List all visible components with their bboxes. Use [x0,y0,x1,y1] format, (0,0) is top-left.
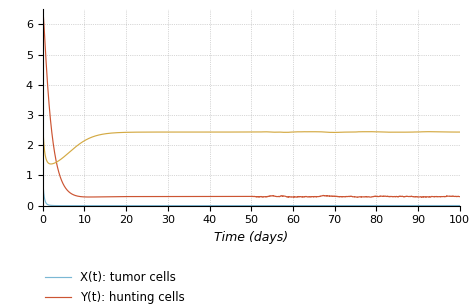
Y(t): hunting cells: (100, 0.302): hunting cells: (100, 0.302) [457,195,463,198]
Z(t): resting cells: (81.6, 2.44): resting cells: (81.6, 2.44) [380,130,386,134]
Z(t): resting cells: (71.6, 2.43): resting cells: (71.6, 2.43) [338,130,344,134]
Y(t): hunting cells: (75.6, 0.278): hunting cells: (75.6, 0.278) [355,196,361,199]
X(t): tumor cells: (92.7, 0.00296): tumor cells: (92.7, 0.00296) [426,204,432,208]
X(t): tumor cells: (52.5, 0.00227): tumor cells: (52.5, 0.00227) [259,204,264,208]
Z(t): resting cells: (92.7, 2.45): resting cells: (92.7, 2.45) [426,130,432,134]
Z(t): resting cells: (100, 2.44): resting cells: (100, 2.44) [457,130,463,134]
Line: X(t): tumor cells: X(t): tumor cells [43,176,460,206]
X(t): tumor cells: (11.6, 0.00137): tumor cells: (11.6, 0.00137) [88,204,94,208]
Y(t): hunting cells: (71.6, 0.295): hunting cells: (71.6, 0.295) [338,195,344,199]
Z(t): resting cells: (52.5, 2.44): resting cells: (52.5, 2.44) [259,130,264,134]
X(t): tumor cells: (8.06, 0.00129): tumor cells: (8.06, 0.00129) [73,204,79,208]
Y(t): hunting cells: (81.6, 0.313): hunting cells: (81.6, 0.313) [380,194,386,198]
Line: Y(t): hunting cells: Y(t): hunting cells [43,9,460,197]
X(t): tumor cells: (100, 0.00436): tumor cells: (100, 0.00436) [457,204,463,208]
Z(t): resting cells: (0, 2.8): resting cells: (0, 2.8) [40,119,46,123]
Y(t): hunting cells: (53.7, 0.296): hunting cells: (53.7, 0.296) [264,195,270,199]
Z(t): resting cells: (53.7, 2.44): resting cells: (53.7, 2.44) [264,130,270,134]
X(t): tumor cells: (71.6, 0.00278): tumor cells: (71.6, 0.00278) [338,204,344,208]
X(t): tumor cells: (81.6, 0.00277): tumor cells: (81.6, 0.00277) [380,204,386,208]
Y(t): hunting cells: (11.6, 0.287): hunting cells: (11.6, 0.287) [88,195,94,199]
Z(t): resting cells: (1.98, 1.38): resting cells: (1.98, 1.38) [48,162,54,166]
X(t): tumor cells: (53.7, 0.00207): tumor cells: (53.7, 0.00207) [264,204,270,208]
Y(t): hunting cells: (92.7, 0.291): hunting cells: (92.7, 0.291) [426,195,432,199]
Y(t): hunting cells: (0, 6.5): hunting cells: (0, 6.5) [40,7,46,11]
Z(t): resting cells: (11.6, 2.26): resting cells: (11.6, 2.26) [88,136,94,139]
X(t): tumor cells: (0, 1): tumor cells: (0, 1) [40,174,46,177]
Legend: X(t): tumor cells, Y(t): hunting cells, Z(t): resting cells: X(t): tumor cells, Y(t): hunting cells, … [40,266,190,307]
X-axis label: Time (days): Time (days) [214,231,288,244]
Y(t): hunting cells: (52.5, 0.291): hunting cells: (52.5, 0.291) [259,195,264,199]
Line: Z(t): resting cells: Z(t): resting cells [43,121,460,164]
